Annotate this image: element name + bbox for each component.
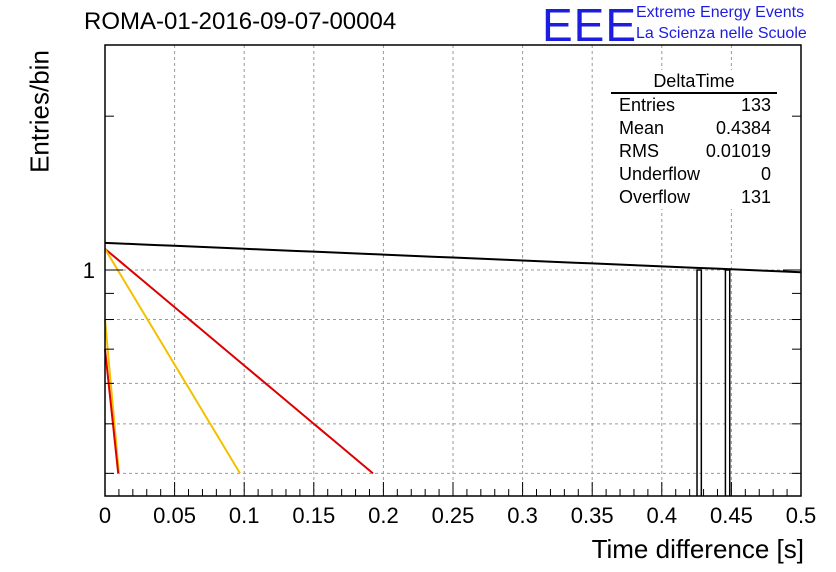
x-tick-label: 0.2 xyxy=(368,503,399,528)
stats-row-rms: RMS 0.01019 xyxy=(611,140,777,163)
y-tick-label: 1 xyxy=(83,258,95,283)
tick-labels: 0 0.05 0.1 0.15 0.2 0.25 0.3 0.35 0.4 0.45 0.5 1 xyxy=(83,258,817,528)
stats-value: 0 xyxy=(760,164,771,184)
plot-title: ROMA-01-2016-09-07-00004 xyxy=(84,8,397,35)
x-tick-label: 0.45 xyxy=(710,503,753,528)
x-tick-label: 0.3 xyxy=(507,503,538,528)
logo-line-2: La Scienza nelle Scuole xyxy=(636,25,807,42)
stats-row-underflow: Underflow 0 xyxy=(611,163,777,186)
stats-label: Entries xyxy=(619,95,676,115)
stats-value: 133 xyxy=(740,95,771,115)
stats-row-overflow: Overflow 131 xyxy=(611,186,777,209)
stats-value: 0.4384 xyxy=(715,118,771,138)
stats-value: 0.01019 xyxy=(705,141,771,161)
x-tick-label: 0.05 xyxy=(153,503,196,528)
fit-line-0 xyxy=(104,241,802,274)
grid-layer xyxy=(105,45,801,496)
x-tick-label: 0.35 xyxy=(571,503,614,528)
x-tick-label: 0.1 xyxy=(229,503,260,528)
fit-line-2 xyxy=(104,248,241,474)
y-axis-label: Entries/bin xyxy=(24,50,55,173)
stats-label: Underflow xyxy=(619,164,701,184)
histogram xyxy=(696,269,731,496)
stats-row-entries: Entries 133 xyxy=(611,94,777,117)
logo-line-1: Extreme Energy Events xyxy=(636,4,805,21)
x-tick-label: 0.4 xyxy=(647,503,678,528)
stats-value: 131 xyxy=(740,187,771,207)
x-axis-label: Time difference [s] xyxy=(591,534,804,564)
fit-line-4 xyxy=(104,349,120,474)
stats-row-mean: Mean 0.4384 xyxy=(611,117,777,140)
histogram-bin-0 xyxy=(696,269,703,496)
histogram-bin-1 xyxy=(724,269,731,496)
fit-line-3 xyxy=(104,319,120,474)
x-tick-label: 0.15 xyxy=(292,503,335,528)
axes xyxy=(104,44,802,497)
fit-lines xyxy=(104,241,802,475)
x-tick-label: 0 xyxy=(99,503,111,528)
stats-label: Overflow xyxy=(619,187,691,207)
stats-label: RMS xyxy=(619,141,659,161)
stats-box: DeltaTime Entries 133 Mean 0.4384 RMS 0.… xyxy=(611,70,777,209)
stats-title: DeltaTime xyxy=(611,70,777,94)
x-tick-label: 0.25 xyxy=(432,503,475,528)
stats-label: Mean xyxy=(619,118,665,138)
eee-logo: EEE xyxy=(542,0,638,51)
x-tick-label: 0.5 xyxy=(786,503,817,528)
plot-frame xyxy=(104,44,802,497)
fit-line-1 xyxy=(104,248,374,475)
